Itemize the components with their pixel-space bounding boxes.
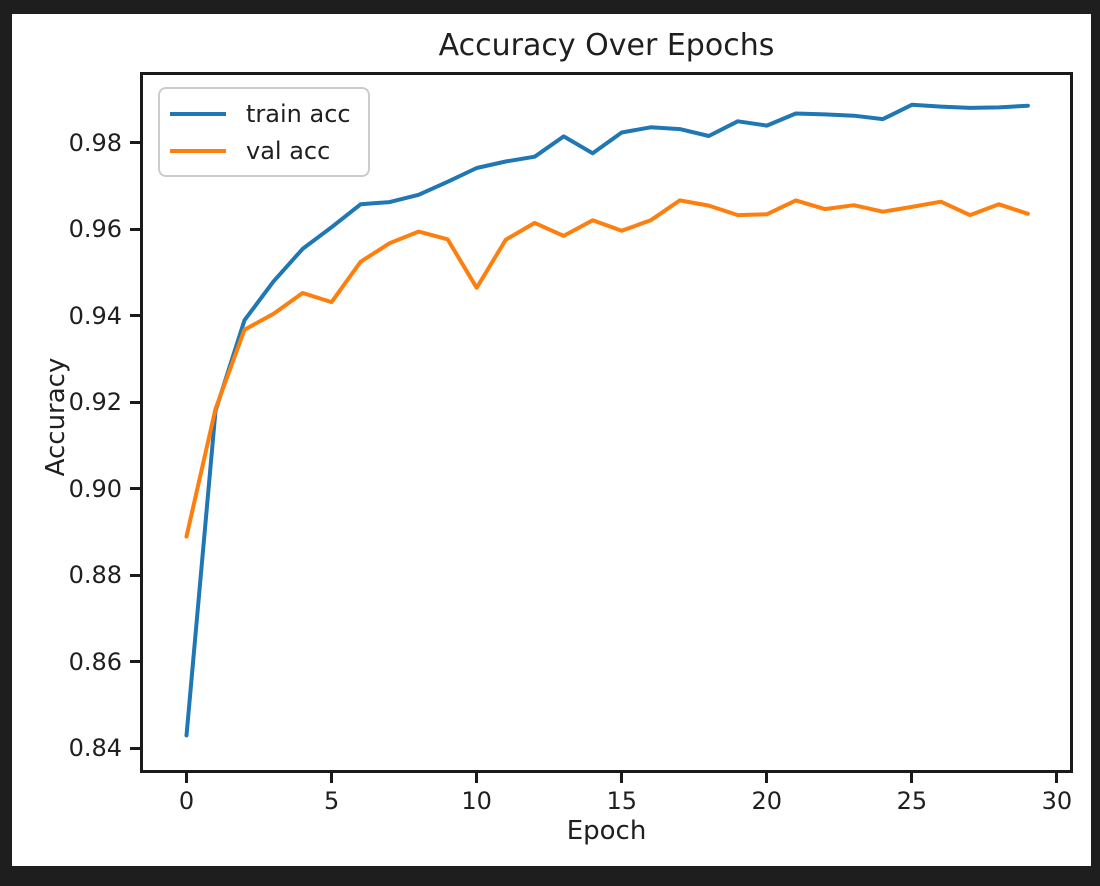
y-tick-label: 0.86 — [68, 647, 122, 676]
x-tick-label: 5 — [323, 787, 340, 815]
y-tick-label: 0.88 — [68, 561, 122, 590]
y-tick-label: 0.90 — [68, 474, 122, 503]
y-tick-mark — [130, 400, 140, 404]
x-tick-mark — [475, 773, 479, 783]
legend-item-train-acc: train acc — [170, 95, 358, 132]
x-tick-label: 20 — [751, 787, 783, 815]
plot-area: train acc val acc — [143, 75, 1070, 770]
legend: train acc val acc — [158, 87, 370, 177]
legend-label-train-acc: train acc — [246, 99, 351, 128]
x-tick-label: 30 — [1041, 787, 1073, 815]
y-tick-mark — [130, 487, 140, 491]
line-chart — [184, 102, 1030, 738]
y-tick-mark — [130, 573, 140, 577]
x-axis-label: Epoch — [566, 816, 647, 846]
legend-label-val-acc: val acc — [246, 136, 331, 165]
x-tick-label: 25 — [896, 787, 928, 815]
x-tick-label: 15 — [606, 787, 637, 815]
x-tick-mark — [330, 773, 334, 783]
x-tick-label: 10 — [461, 787, 492, 815]
y-tick-label: 0.98 — [68, 128, 122, 157]
y-tick-label: 0.96 — [68, 215, 122, 244]
matplotlib-figure: Accuracy Over Epochs Accuracy Epoch trai… — [12, 14, 1091, 866]
y-tick-mark — [130, 227, 140, 231]
y-tick-mark — [130, 746, 140, 750]
x-tick-label: 0 — [178, 787, 195, 815]
y-tick-label: 0.84 — [68, 734, 122, 763]
series-line-train-acc — [184, 102, 1030, 738]
y-tick-label: 0.94 — [68, 301, 122, 330]
x-tick-mark — [1055, 773, 1059, 783]
x-tick-mark — [910, 773, 914, 783]
x-tick-mark — [185, 773, 189, 783]
y-tick-mark — [130, 141, 140, 145]
y-tick-mark — [130, 314, 140, 318]
series-line-val-acc — [184, 198, 1030, 539]
y-tick-label: 0.92 — [68, 388, 122, 417]
y-tick-mark — [130, 660, 140, 664]
chart-title: Accuracy Over Epochs — [438, 28, 775, 63]
val-acc-line-swatch — [170, 148, 226, 153]
x-tick-mark — [620, 773, 624, 783]
x-tick-mark — [765, 773, 769, 783]
train-acc-line-swatch — [170, 111, 226, 116]
legend-item-val-acc: val acc — [170, 132, 358, 169]
